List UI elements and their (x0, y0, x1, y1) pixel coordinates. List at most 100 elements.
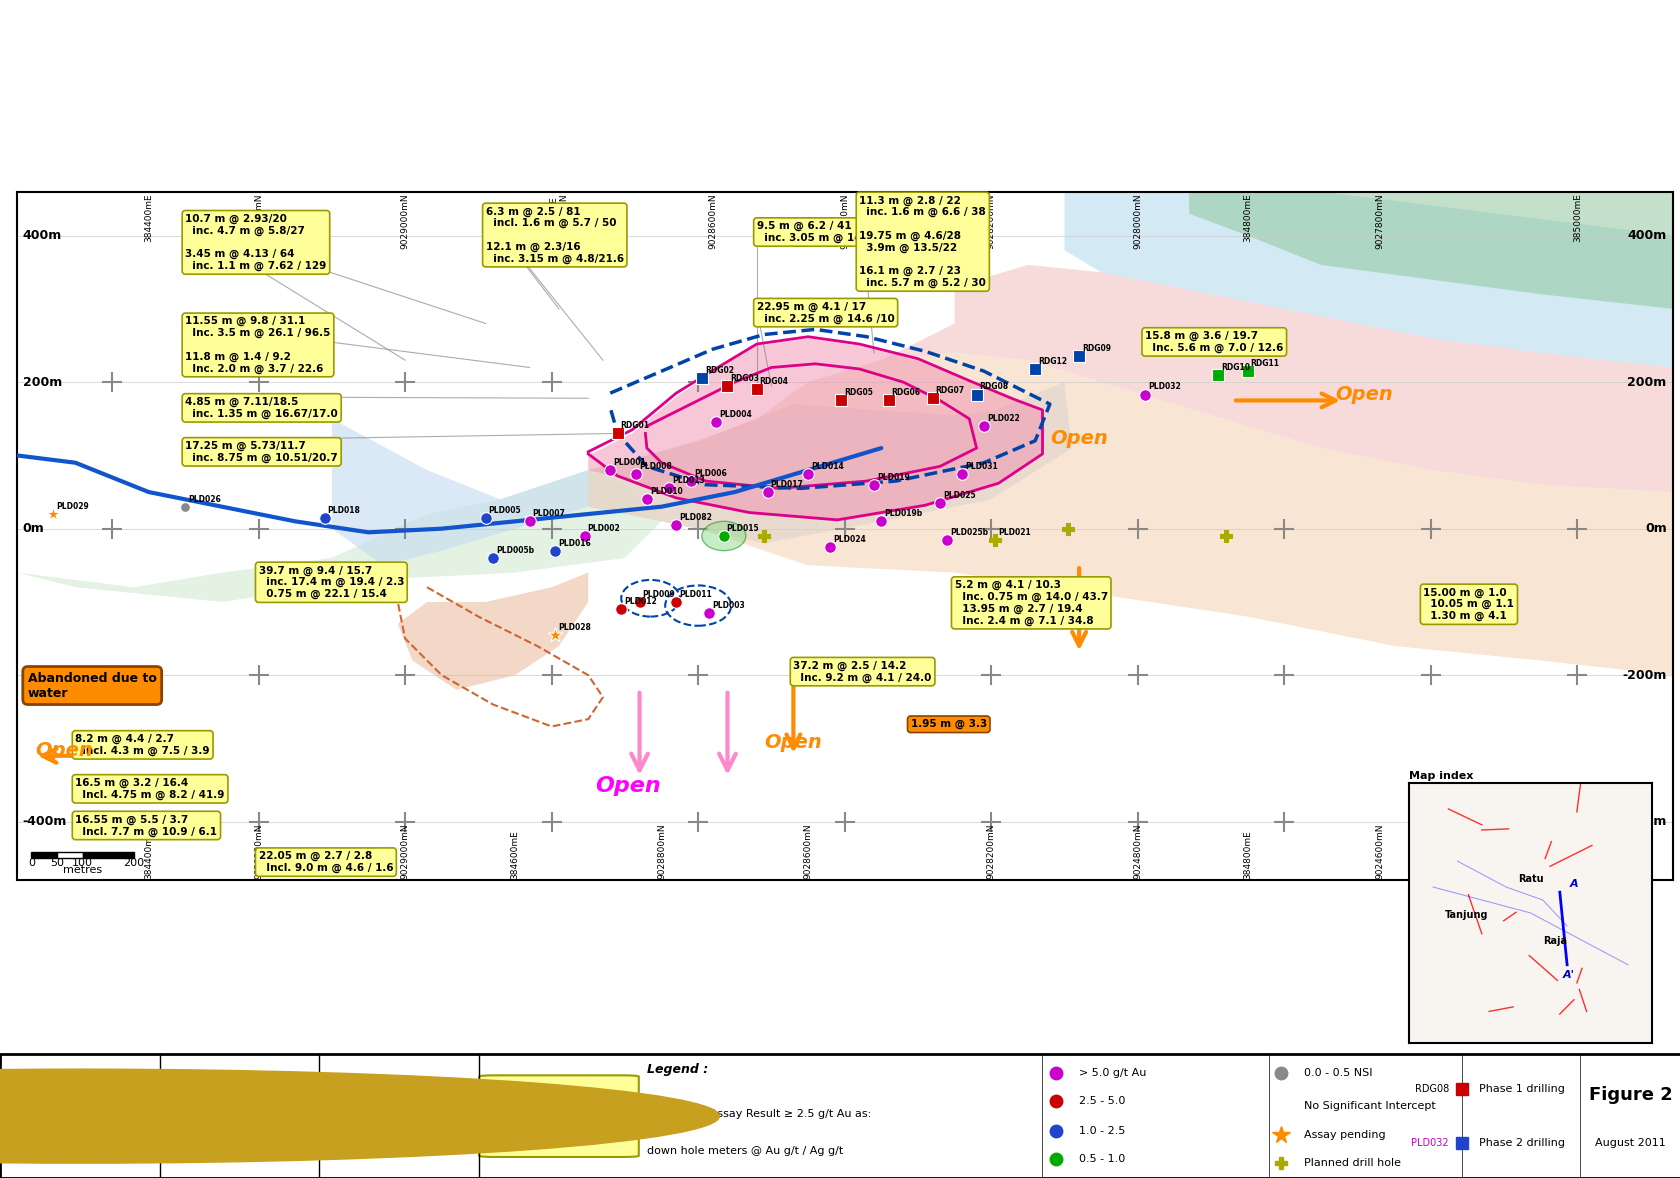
Text: Legend :: Legend : (647, 1063, 707, 1076)
Text: Raja MSB Longitudinal: Raja MSB Longitudinal (319, 1088, 477, 1101)
Point (689, 369, 716, 388)
Text: Figure 2: Figure 2 (1588, 1086, 1672, 1104)
Bar (82, 853, 134, 859)
Text: 22.95 m @ 4.1 / 17
  inc. 2.25 m @ 14.6 /10: 22.95 m @ 4.1 / 17 inc. 2.25 m @ 14.6 /1… (756, 302, 894, 324)
Text: 8.2 m @ 4.4 / 2.7
  incl. 4.3 m @ 7.5 / 3.9: 8.2 m @ 4.4 / 2.7 incl. 4.3 m @ 7.5 / 3.… (76, 734, 210, 756)
Text: 11.55 m @ 9.8 / 31.1
  Inc. 3.5 m @ 26.1 / 96.5

11.8 m @ 1.4 / 9.2
  Inc. 2.0 m: 11.55 m @ 9.8 / 31.1 Inc. 3.5 m @ 26.1 /… (185, 316, 331, 373)
Text: 5.2 m @ 4.1 / 10.3
  Inc. 0.75 m @ 14.0 / 43.7
  13.95 m @ 2.7 / 19.4
  Inc. 2.4: 5.2 m @ 4.1 / 10.3 Inc. 0.75 m @ 14.0 / … (954, 580, 1107, 626)
Text: 200: 200 (123, 858, 144, 868)
Point (867, 512, 894, 531)
Text: Open: Open (1336, 385, 1393, 404)
Text: Ratu: Ratu (1517, 874, 1542, 884)
Text: PLD008: PLD008 (638, 462, 672, 470)
Point (981, 530, 1008, 549)
Text: 9028800mN: 9028800mN (657, 823, 665, 879)
Ellipse shape (702, 522, 746, 550)
Text: PLD021: PLD021 (998, 528, 1030, 536)
Text: 37.2 m @ 2.5 / 14.2
  Inc. 9.2 m @ 4.1 / 24.0: 37.2 m @ 2.5 / 14.2 Inc. 9.2 m @ 4.1 / 2… (793, 661, 931, 683)
Text: Tanjung: Tanjung (1445, 911, 1488, 920)
Text: 6.3 m @ 2.5 / 81
  incl. 1.6 m @ 5.7 / 50

12.1 m @ 2.3/16
  inc. 3.15 m @ 4.8/2: 6.3 m @ 2.5 / 81 incl. 1.6 m @ 5.7 / 50 … (486, 206, 623, 264)
Text: -400m: -400m (1621, 815, 1667, 828)
Text: 9028400mN: 9028400mN (840, 193, 848, 249)
Text: 0.5 - 1.0: 0.5 - 1.0 (1079, 1154, 1126, 1164)
Text: PLD022: PLD022 (986, 413, 1020, 423)
Point (860, 475, 887, 494)
Text: RDG01: RDG01 (620, 422, 648, 430)
Text: 9028600mN: 9028600mN (707, 193, 717, 249)
Text: PLD002: PLD002 (588, 524, 620, 532)
Polygon shape (17, 192, 662, 602)
Point (969, 417, 996, 436)
Text: Southern Arc: Southern Arc (35, 1087, 126, 1100)
Text: 22.05 m @ 2.7 / 2.8
  Incl. 9.0 m @ 4.6 / 1.6: 22.05 m @ 2.7 / 2.8 Incl. 9.0 m @ 4.6 / … (259, 851, 393, 873)
Polygon shape (398, 573, 588, 690)
Text: RDG07: RDG07 (936, 386, 964, 395)
Text: Assay pending: Assay pending (1304, 1130, 1386, 1139)
Text: Open: Open (35, 741, 92, 760)
Text: RDG05: RDG05 (843, 389, 872, 397)
Text: RDG03: RDG03 (731, 373, 759, 383)
Text: RDG04: RDG04 (759, 377, 788, 386)
Text: 15.8 m @ 3.6 / 19.7
  Inc. 5.6 m @ 7.0 / 12.6: 15.8 m @ 3.6 / 19.7 Inc. 5.6 m @ 7.0 / 1… (1144, 331, 1284, 353)
Text: 9028200mN: 9028200mN (986, 823, 995, 879)
Text: PLD031: PLD031 (964, 462, 996, 470)
Text: PLD018: PLD018 (328, 505, 360, 515)
Point (963, 385, 990, 404)
Text: 0: 0 (29, 858, 35, 868)
Point (662, 516, 689, 535)
Text: -200m: -200m (1621, 669, 1667, 682)
Point (622, 464, 648, 483)
Text: 9029200mN: 9029200mN (254, 193, 264, 249)
Text: Open: Open (1050, 430, 1107, 449)
Text: PLD006: PLD006 (694, 469, 726, 478)
Point (948, 464, 974, 483)
Text: 0m: 0m (1645, 522, 1667, 535)
Text: Phase 2 drilling: Phase 2 drilling (1478, 1138, 1564, 1149)
Text: Significant Assay Result ≥ 2.5 g/t Au as:: Significant Assay Result ≥ 2.5 g/t Au as… (647, 1108, 870, 1119)
Bar (57, 853, 82, 859)
Text: PLD011: PLD011 (679, 590, 711, 598)
Text: RDG12: RDG12 (1038, 357, 1067, 366)
Text: 9.5 m @ 6.2 / 41
  inc. 3.05 m @ 14.2 /61: 9.5 m @ 6.2 / 41 inc. 3.05 m @ 14.2 /61 (756, 221, 894, 243)
Polygon shape (880, 265, 1672, 492)
Text: 9028000mN: 9028000mN (1132, 193, 1142, 249)
Polygon shape (331, 382, 1072, 565)
Text: 9028600mN: 9028600mN (803, 823, 811, 879)
Point (603, 424, 630, 443)
Text: RDG09: RDG09 (1082, 344, 1110, 353)
Text: RDG02: RDG02 (704, 366, 734, 376)
Point (633, 490, 660, 509)
Point (596, 461, 623, 479)
Text: PLD032: PLD032 (1147, 383, 1179, 391)
Text: PLD016: PLD016 (558, 538, 591, 548)
Text: Open: Open (595, 776, 660, 796)
Text: PLD013: PLD013 (672, 476, 704, 485)
Text: 0m: 0m (22, 522, 44, 535)
Point (827, 391, 853, 410)
Polygon shape (588, 338, 1042, 522)
Text: 384800mE: 384800mE (1243, 193, 1252, 241)
Point (795, 464, 822, 483)
Text: Planned drill hole: Planned drill hole (1304, 1158, 1401, 1169)
Text: 0.0 - 0.5 NSI: 0.0 - 0.5 NSI (1304, 1068, 1373, 1078)
Point (171, 497, 198, 516)
Text: August 2011: August 2011 (1594, 1138, 1665, 1149)
Point (714, 377, 741, 396)
Point (40, 504, 67, 523)
Point (919, 389, 946, 408)
Text: 400m: 400m (22, 229, 62, 243)
Point (926, 494, 953, 512)
Text: -200m: -200m (22, 669, 67, 682)
Text: RDG08: RDG08 (1415, 1084, 1448, 1094)
Point (541, 626, 568, 644)
Text: Raja: Raja (1542, 937, 1566, 946)
Text: PLD026: PLD026 (188, 495, 220, 503)
Text: 10.7 m @ 2.93/20
  inc. 4.7 m @ 5.8/27

3.45 m @ 4.13 / 64
  inc. 1.1 m @ 7.62 /: 10.7 m @ 2.93/20 inc. 4.7 m @ 5.8/27 3.4… (185, 213, 326, 271)
Text: 1.95 m @ 3.3: 1.95 m @ 3.3 (911, 719, 986, 729)
Text: 385000mE: 385000mE (1572, 830, 1581, 879)
Text: MINERALS INC.: MINERALS INC. (47, 1134, 114, 1143)
Point (934, 530, 961, 549)
Text: PLD032: PLD032 (1411, 1138, 1448, 1149)
Text: 200m: 200m (22, 376, 62, 389)
Polygon shape (588, 353, 1672, 675)
